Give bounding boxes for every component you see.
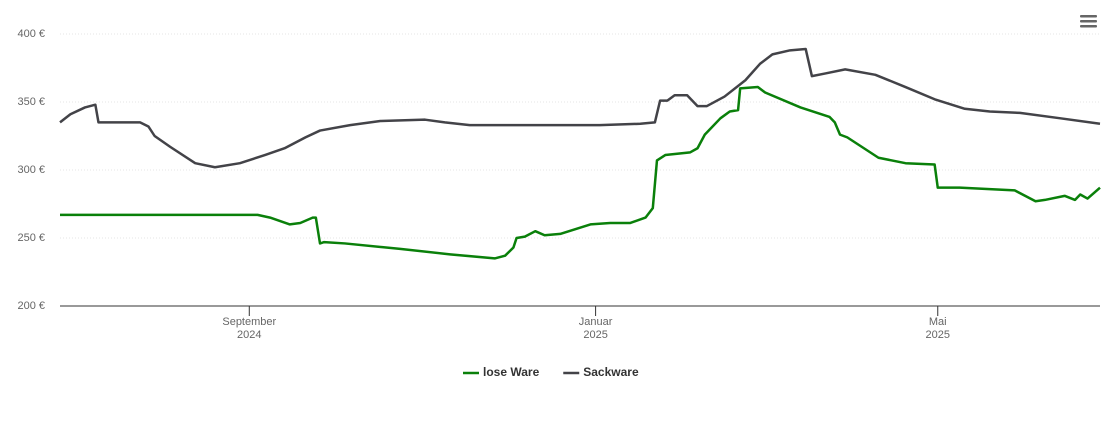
legend-label: lose Ware: [483, 365, 540, 379]
legend-item[interactable]: Sackware: [563, 365, 639, 379]
x-tick-label: September 2024: [222, 316, 277, 341]
legend-label: Sackware: [583, 365, 639, 379]
y-tick-label: 250 €: [17, 232, 45, 244]
x-tick-label: Januar 2025: [578, 316, 613, 341]
legend-item[interactable]: lose Ware: [463, 365, 540, 379]
y-tick-label: 350 €: [17, 96, 45, 108]
y-tick-label: 300 €: [17, 164, 45, 176]
series-line: [59, 47, 1101, 169]
series-line: [60, 85, 1101, 260]
y-tick-label: 400 €: [17, 28, 45, 40]
y-tick-label: 200 €: [17, 300, 45, 312]
menu-icon[interactable]: [1080, 15, 1097, 28]
x-tick-label: Mai 2025: [925, 316, 950, 341]
